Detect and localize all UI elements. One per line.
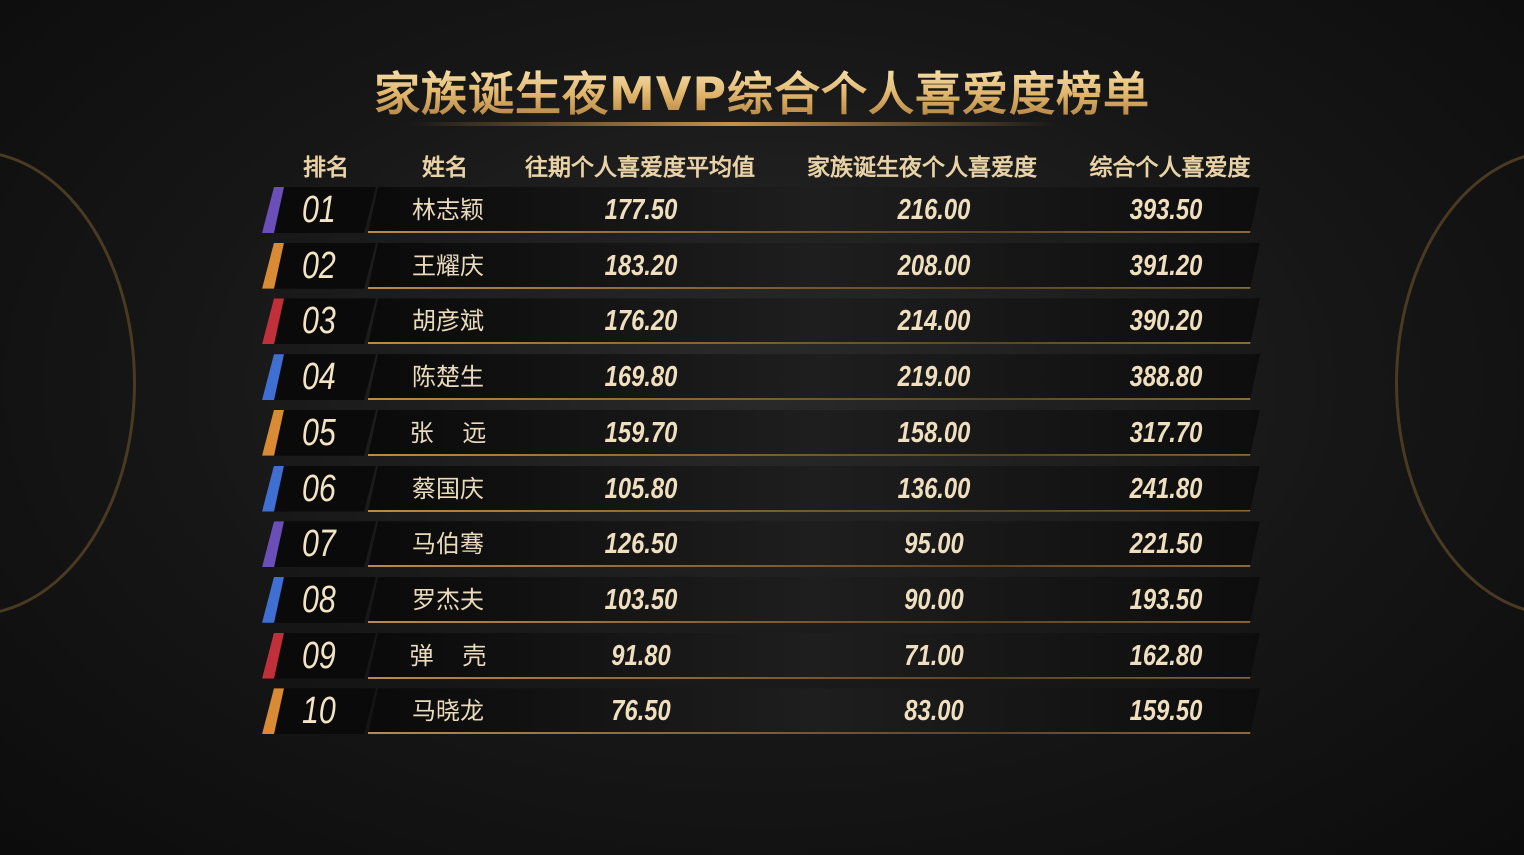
score: 177.50 (604, 194, 678, 226)
name: 陈楚生 (412, 363, 484, 392)
score: 76.50 (611, 695, 671, 728)
rank-stripe (262, 354, 284, 400)
score: 162.80 (1129, 639, 1203, 672)
rank-number: 05 (302, 411, 336, 454)
rank-badge: 01 (262, 187, 376, 233)
row-divider (368, 453, 1256, 456)
rank-stripe (262, 521, 284, 567)
score: 390.20 (1129, 305, 1203, 338)
rank-badge: 10 (262, 688, 376, 734)
row-background (368, 298, 1260, 344)
score: 158.00 (897, 416, 971, 449)
decoration (0, 150, 136, 616)
rank-stripe (262, 688, 284, 734)
rank-badge: 08 (262, 577, 376, 623)
rank-number: 02 (302, 244, 336, 287)
name: 弹壳 (409, 641, 516, 670)
row-divider (368, 231, 1256, 233)
row-divider (368, 342, 1256, 345)
name: 胡彦斌 (412, 307, 484, 336)
row-divider (368, 509, 1256, 512)
score: 159.50 (1129, 695, 1203, 728)
name: 林志颖 (412, 196, 484, 224)
score: 159.70 (604, 416, 678, 449)
row-background (368, 243, 1260, 289)
rank-badge: 05 (262, 410, 376, 456)
row-background (368, 633, 1260, 679)
score: 214.00 (897, 305, 971, 338)
row-divider (368, 286, 1256, 289)
row-background (368, 577, 1260, 623)
row-divider (368, 676, 1256, 679)
score: 103.50 (604, 583, 678, 616)
score: 105.80 (604, 472, 678, 505)
score: 391.20 (1129, 249, 1203, 282)
rank-badge: 06 (262, 466, 376, 512)
name: 蔡国庆 (412, 474, 484, 503)
row-background (368, 466, 1260, 512)
rank-stripe (262, 298, 284, 344)
row-divider (368, 620, 1256, 623)
title-underline (410, 122, 1056, 126)
score: 91.80 (611, 639, 671, 672)
row-background (368, 521, 1260, 567)
rank-stripe (262, 633, 284, 679)
name: 罗杰夫 (412, 585, 484, 614)
row-divider (368, 732, 1256, 735)
rank-number: 04 (302, 356, 336, 399)
row-background (368, 187, 1260, 233)
score: 388.80 (1129, 361, 1203, 394)
rank-number: 06 (302, 467, 336, 510)
column-header: 往期个人喜爱度平均值 (525, 155, 755, 181)
rank-badge: 03 (262, 298, 376, 344)
score: 221.50 (1129, 528, 1203, 561)
score: 219.00 (897, 361, 971, 394)
rank-badge: 09 (262, 633, 376, 679)
column-header: 排名 (303, 155, 349, 181)
rank-number: 01 (302, 189, 336, 231)
score: 216.00 (897, 194, 971, 226)
score: 90.00 (904, 583, 964, 616)
score: 183.20 (604, 249, 678, 282)
score: 208.00 (897, 249, 971, 282)
decoration (1395, 150, 1524, 616)
column-header: 家族诞生夜个人喜爱度 (807, 155, 1037, 181)
row-background (368, 354, 1260, 400)
rank-badge: 07 (262, 521, 376, 567)
rank-stripe (262, 410, 284, 456)
column-header: 姓名 (422, 155, 468, 181)
rank-stripe (262, 577, 284, 623)
name: 马伯骞 (412, 530, 484, 559)
score: 83.00 (904, 695, 964, 728)
rank-badge: 02 (262, 243, 376, 289)
rank-stripe (262, 187, 284, 233)
rank-stripe (262, 243, 284, 289)
rank-number: 09 (302, 634, 336, 677)
rank-number: 10 (302, 690, 336, 733)
score: 126.50 (604, 528, 678, 561)
score: 136.00 (897, 472, 971, 505)
row-divider (368, 398, 1256, 401)
score: 71.00 (904, 639, 964, 672)
rank-number: 08 (302, 578, 336, 621)
name: 马晓龙 (412, 697, 484, 726)
name: 王耀庆 (412, 251, 484, 280)
title: 家族诞生夜MVP综合个人喜爱度榜单 (0, 58, 1524, 124)
name: 张远 (409, 418, 516, 447)
score: 169.80 (604, 361, 678, 394)
column-header: 综合个人喜爱度 (1089, 155, 1251, 181)
rank-stripe (262, 466, 284, 512)
score: 393.50 (1129, 194, 1203, 226)
score: 193.50 (1129, 583, 1203, 616)
rank-number: 07 (302, 523, 336, 566)
score: 176.20 (604, 305, 678, 338)
rank-number: 03 (302, 300, 336, 343)
score: 241.80 (1129, 472, 1203, 505)
score: 95.00 (904, 528, 964, 561)
rank-badge: 04 (262, 354, 376, 400)
row-divider (368, 565, 1256, 568)
row-background (368, 688, 1260, 734)
score: 317.70 (1129, 416, 1203, 449)
